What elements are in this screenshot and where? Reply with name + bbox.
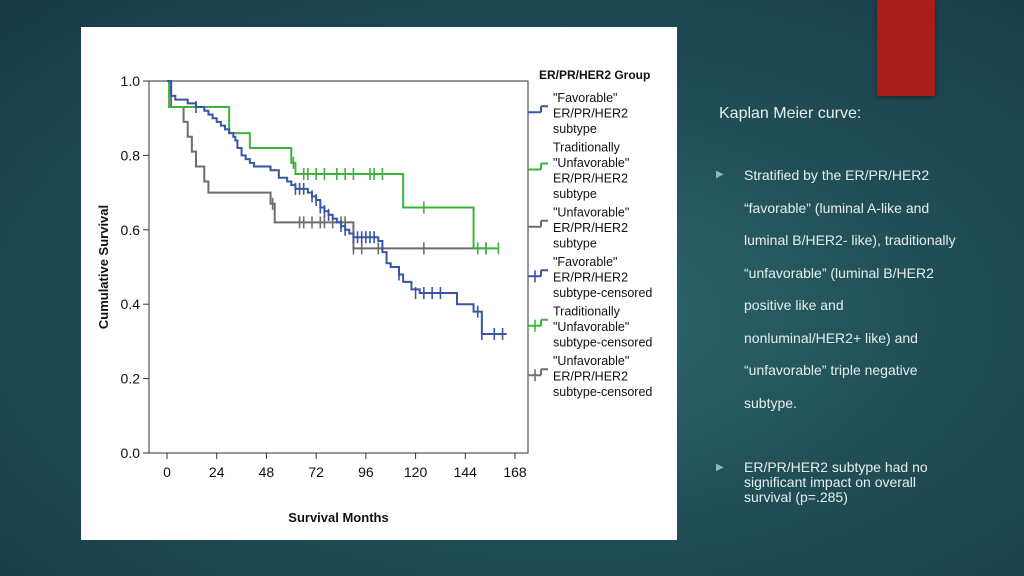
legend-label: ER/PR/HER2 [553,370,628,384]
x-tick-label: 144 [454,464,478,480]
legend-label: subtype-censored [553,286,652,300]
chart-panel: 0.0 0.2 0.4 0.6 0.8 1.0 0 24 48 72 96 120 144 168 Surv… [81,27,677,540]
y-axis-label: Cumulative Survival [96,205,111,329]
x-tick-label: 72 [308,464,324,480]
legend-label: ER/PR/HER2 [553,271,628,285]
legend-title: ER/PR/HER2 Group [539,68,650,82]
bullet-text: Stratified by the ER/PR/HER2 “favorable”… [744,167,956,411]
legend-label: subtype [553,237,597,251]
y-tick-label: 1.0 [121,73,141,89]
x-tick-label: 0 [163,464,171,480]
legend-label: "Unfavorable" [553,156,629,170]
slide-title: Kaplan Meier curve: [719,105,862,122]
x-axis-label: Survival Months [288,510,388,525]
y-tick-label: 0.0 [121,445,141,461]
y-tick-label: 0.8 [121,147,141,163]
x-tick-label: 96 [358,464,374,480]
x-tick-label: 48 [259,464,275,480]
km-line-0 [167,80,507,335]
legend-label: Traditionally [553,141,621,155]
legend-label: "Unfavorable" [553,354,629,368]
legend-label: "Favorable" [553,91,617,105]
legend-label: subtype-censored [553,336,652,350]
legend-label: subtype [553,187,597,201]
legend-label: ER/PR/HER2 [553,172,628,186]
legend-label: "Favorable" [553,255,617,269]
bullet-arrow-icon: ▶ [716,169,724,180]
legend-label: ER/PR/HER2 [553,107,628,121]
accent-bar [877,0,935,96]
x-tick-label: 120 [404,464,428,480]
plot-frame [148,80,529,454]
kaplan-meier-chart: 0.0 0.2 0.4 0.6 0.8 1.0 0 24 48 72 96 120 144 168 Surv… [96,68,652,525]
legend-label: ER/PR/HER2 [553,221,628,235]
legend-label: "Unfavorable" [553,320,629,334]
legend-label: Traditionally [553,305,621,319]
bullet-arrow-icon: ▶ [716,462,724,473]
x-tick-label: 168 [503,464,527,480]
bullet-item: ▶ Stratified by the ER/PR/HER2 “favorabl… [716,159,956,419]
legend-label: subtype [553,122,597,136]
x-tick-label: 24 [209,464,225,480]
km-line-2 [167,80,486,250]
y-tick-label: 0.6 [121,222,141,238]
bullet-text: ER/PR/HER2 subtype had no significant im… [744,459,928,505]
y-tick-label: 0.4 [121,296,141,312]
bullet-item: ▶ ER/PR/HER2 subtype had no significant … [716,460,956,505]
legend-label: subtype-censored [553,385,652,399]
legend-label: "Unfavorable" [553,206,629,220]
bullet-list: ▶ Stratified by the ER/PR/HER2 “favorabl… [716,163,956,505]
y-tick-label: 0.2 [121,371,141,387]
